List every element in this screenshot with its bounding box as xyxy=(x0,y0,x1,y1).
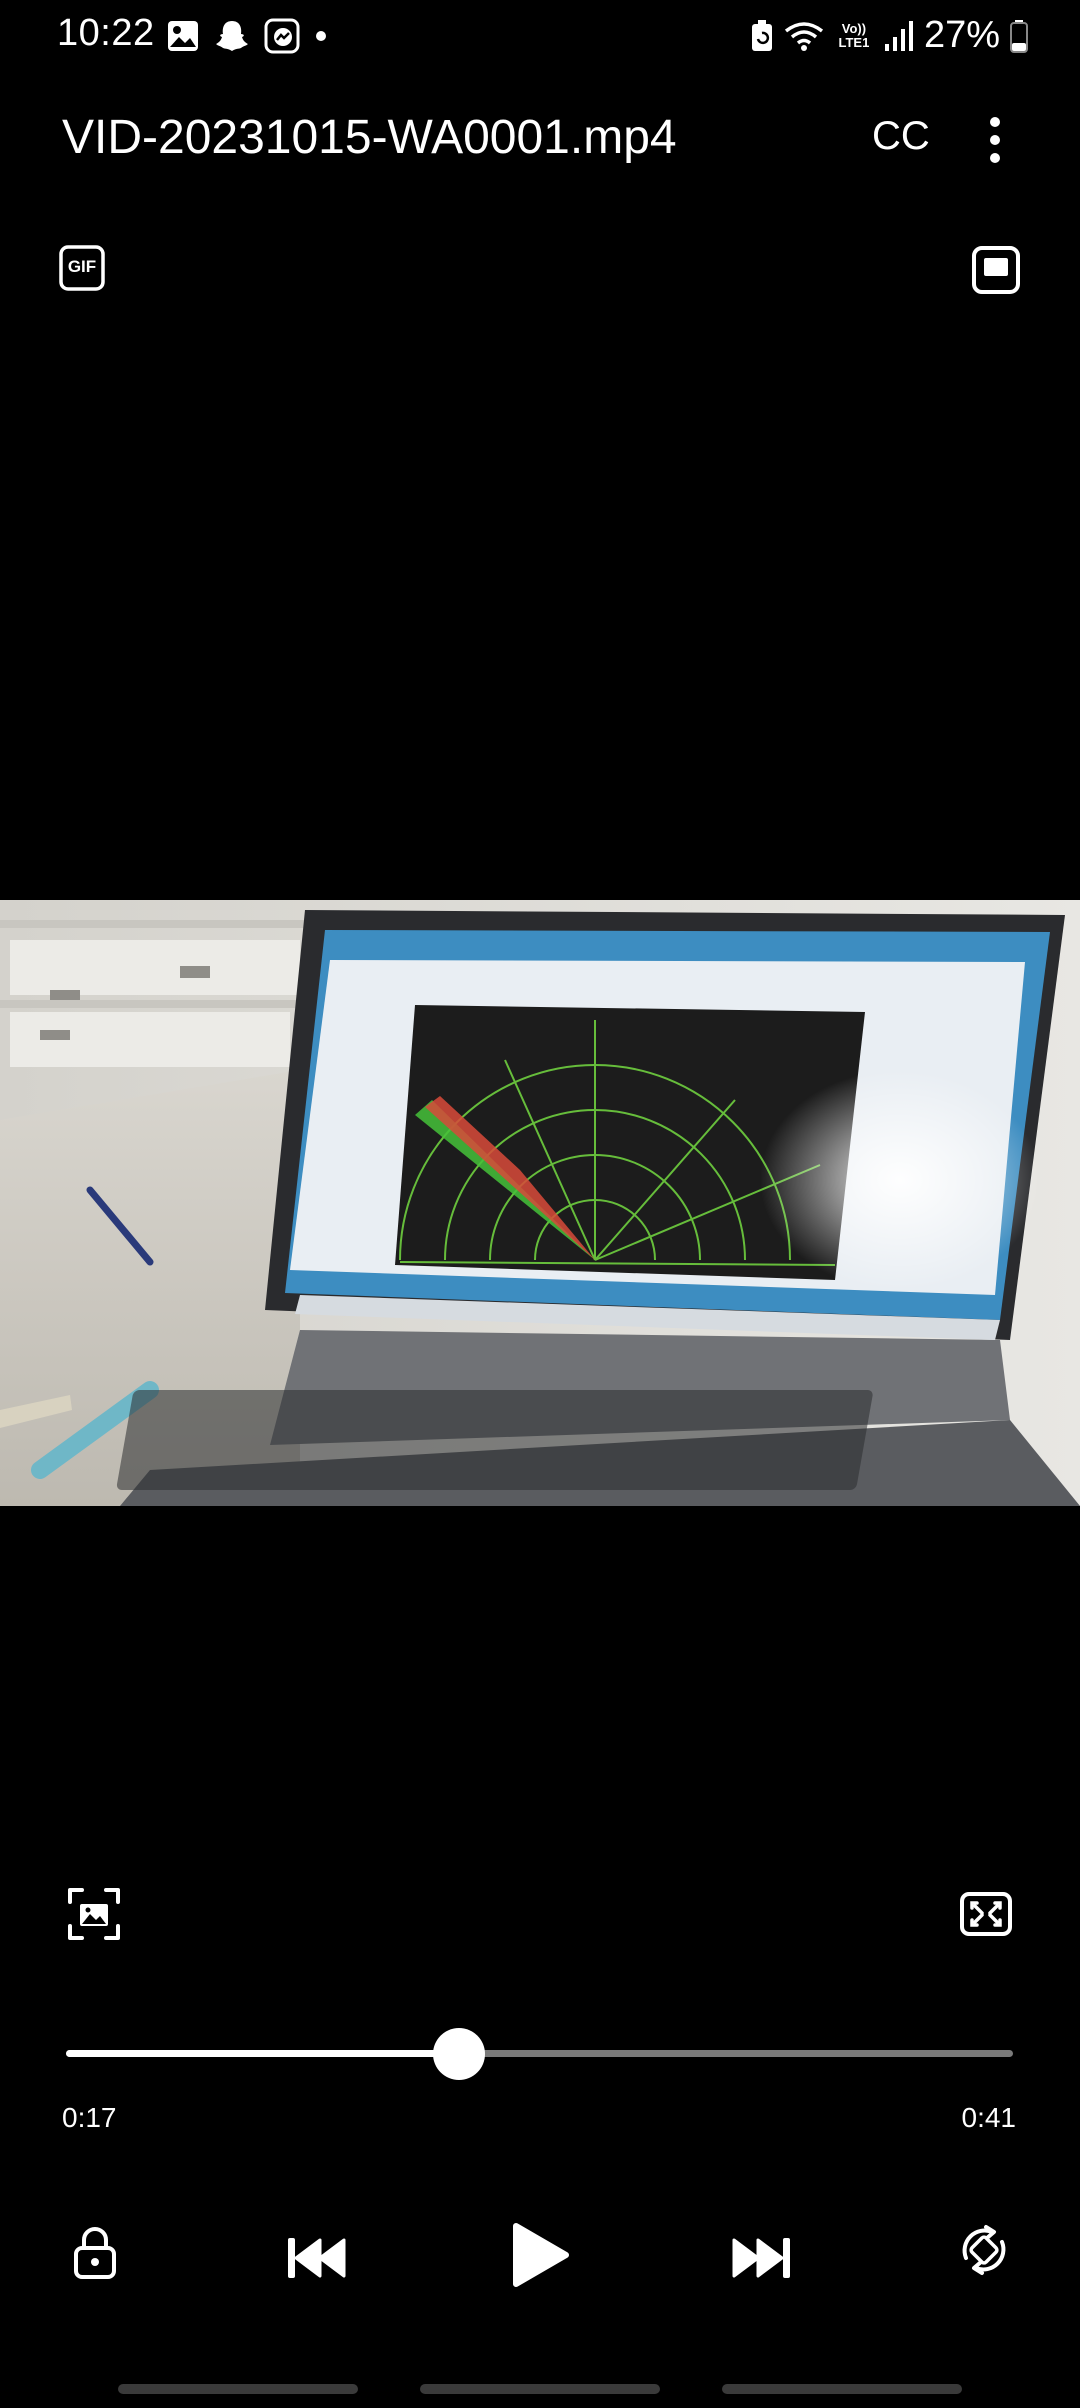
status-bar: 10:22 Vo)) LTE1 xyxy=(0,0,1080,72)
picture-in-picture-icon xyxy=(972,246,1020,294)
nav-recents[interactable] xyxy=(118,2384,358,2394)
video-title: VID-20231015-WA0001.mp4 xyxy=(62,111,677,164)
play-button[interactable] xyxy=(508,2220,572,2290)
more-vertical-icon xyxy=(990,117,1000,163)
battery-icon xyxy=(1010,19,1028,53)
volte-icon: Vo)) LTE1 xyxy=(838,20,870,50)
battery-percent: 27% xyxy=(923,14,1000,56)
more-options-button[interactable] xyxy=(975,110,1015,170)
popup-play-button[interactable] xyxy=(970,244,1022,296)
gallery-icon xyxy=(168,21,198,51)
seek-thumb[interactable] xyxy=(433,2028,485,2080)
status-system-icons: Vo)) LTE1 27% xyxy=(750,14,1028,57)
rotate-button[interactable] xyxy=(956,2222,1012,2278)
video-frame[interactable] xyxy=(0,900,1080,1506)
signal-icon xyxy=(884,20,913,51)
play-icon xyxy=(513,2223,569,2287)
gif-label: GIF xyxy=(67,257,97,276)
gif-icon xyxy=(59,245,105,291)
fullscreen-ratio-icon xyxy=(960,1892,1012,1936)
next-button[interactable] xyxy=(730,2234,792,2282)
current-time: 0:17 xyxy=(62,2102,117,2133)
capture-button[interactable] xyxy=(66,1886,122,1942)
app-bar: VID-20231015-WA0001.mp4 CC xyxy=(0,100,1080,180)
status-time: 10:22 xyxy=(57,12,155,54)
seek-track[interactable] xyxy=(66,2050,1013,2057)
previous-button[interactable] xyxy=(286,2234,348,2282)
nav-home[interactable] xyxy=(420,2384,660,2394)
lock-button[interactable] xyxy=(72,2226,118,2280)
snapchat-icon xyxy=(216,21,248,51)
screen-rotate-icon xyxy=(962,2225,1006,2275)
subtitles-button[interactable]: CC xyxy=(872,114,930,158)
seek-progress xyxy=(66,2050,459,2057)
total-time: 0:41 xyxy=(961,2102,1017,2133)
navigation-bar xyxy=(0,2380,1080,2408)
status-notification-icons xyxy=(166,18,328,54)
video-content xyxy=(0,900,1080,1506)
messenger-icon xyxy=(264,18,300,54)
battery-saver-icon xyxy=(751,19,772,51)
lock-icon xyxy=(74,2227,116,2279)
capture-icon xyxy=(68,1888,120,1940)
aspect-ratio-button[interactable] xyxy=(958,1886,1014,1942)
notification-dot-icon xyxy=(316,31,326,41)
skip-next-icon xyxy=(732,2238,790,2278)
gif-button[interactable]: GIF xyxy=(58,244,106,292)
nav-back[interactable] xyxy=(722,2384,962,2394)
seek-bar[interactable] xyxy=(66,2028,1013,2080)
wifi-icon xyxy=(784,21,824,51)
skip-previous-icon xyxy=(288,2238,346,2278)
